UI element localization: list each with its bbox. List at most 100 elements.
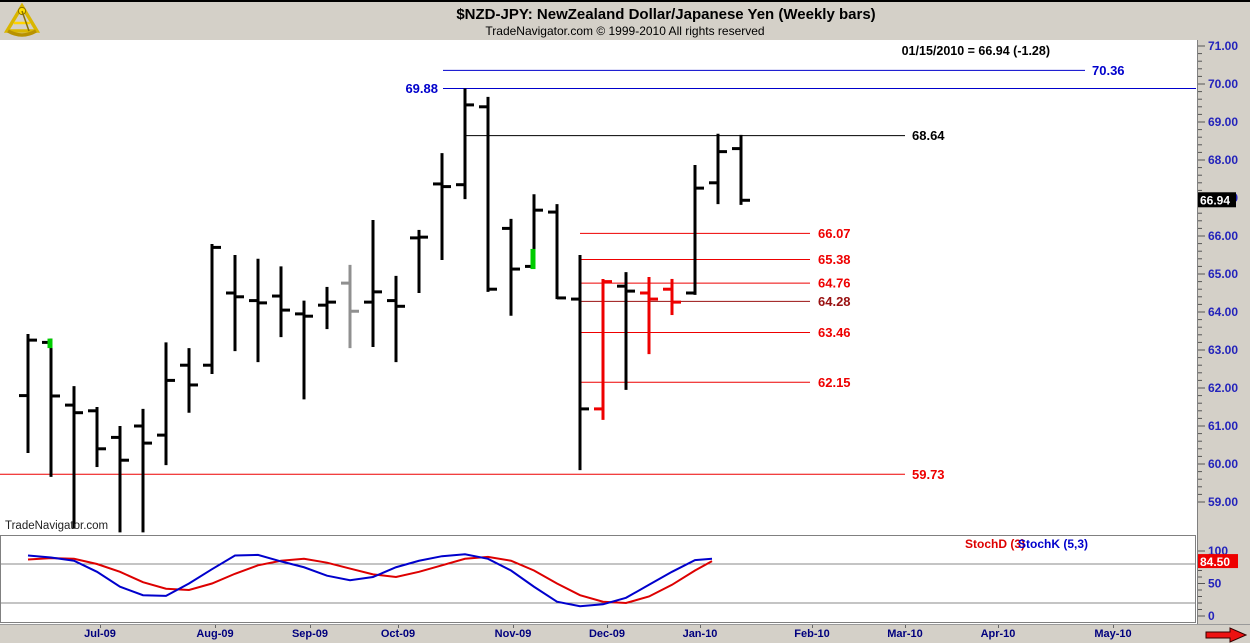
- price-bar: [548, 204, 566, 300]
- price-label: 70.00: [1208, 77, 1238, 91]
- month-label-jul-09: Jul-09: [84, 628, 116, 640]
- month-label-dec-09: Dec-09: [588, 628, 626, 640]
- price-label: 65.00: [1208, 267, 1238, 281]
- price-bar: [686, 164, 704, 295]
- stoch-k-line: [27, 553, 713, 608]
- chart-header: $NZD-JPY: NewZealand Dollar/Japanese Yen…: [0, 2, 1250, 40]
- svg-text:65.38: 65.38: [818, 252, 851, 267]
- price-chart: 70.36 69.88 68.64 66.07 65.38 64.76 64.28 63.46…: [0, 44, 1196, 623]
- price-label: 64.00: [1208, 305, 1238, 319]
- price-bar: [433, 153, 451, 260]
- price-bar: [663, 278, 681, 316]
- price-bar: [410, 229, 428, 293]
- price-label: 62.00: [1208, 381, 1238, 395]
- month-label-mar-10: Mar-10: [887, 628, 923, 640]
- svg-text:63.46: 63.46: [818, 325, 851, 340]
- svg-text:62.15: 62.15: [818, 375, 851, 390]
- page-title: $NZD-JPY: NewZealand Dollar/Japanese Yen…: [456, 6, 876, 23]
- month-label-sep-09: Sep-09: [291, 628, 329, 640]
- month-label-apr-10: Apr-10: [980, 628, 1016, 640]
- last-price-badge: [1198, 192, 1236, 208]
- price-bar: [203, 243, 221, 374]
- price-bar: [617, 272, 635, 390]
- price-bar: [479, 96, 497, 292]
- red-right-arrow-icon[interactable]: [1205, 627, 1247, 643]
- price-label: 66.00: [1208, 229, 1238, 243]
- svg-text:69.88: 69.88: [405, 81, 438, 96]
- month-tick: [398, 625, 399, 628]
- svg-text:64.28: 64.28: [818, 294, 851, 309]
- stoch-axis-label: 0: [1208, 609, 1215, 623]
- price-axis[interactable]: 71.0070.0069.0068.0067.0066.0065.0064.00…: [1198, 40, 1250, 624]
- month-label-feb-10: Feb-10: [794, 628, 830, 640]
- month-tick: [998, 625, 999, 628]
- price-label: 60.00: [1208, 457, 1238, 471]
- price-bar: [640, 277, 658, 355]
- month-tick: [607, 625, 608, 628]
- month-label-may-10: May-10: [1094, 628, 1132, 640]
- page-subtitle: TradeNavigator.com © 1999-2010 All right…: [485, 24, 765, 38]
- stoch-axis-label: 50: [1208, 577, 1222, 591]
- price-bar: [318, 286, 336, 330]
- month-label-jan-10: Jan-10: [682, 628, 718, 640]
- chart-canvas[interactable]: 70.36 69.88 68.64 66.07 65.38 64.76 64.28 63.46…: [0, 40, 1198, 624]
- price-bar: [525, 194, 543, 270]
- price-bar: [19, 334, 37, 453]
- stochastic-panel: [0, 535, 1196, 623]
- stoch-value-badge: [1198, 554, 1238, 569]
- date-axis[interactable]: Jul-09 Aug-09 Sep-09 Oct-09 Nov-09 Dec-09 Jan-…: [0, 624, 1250, 643]
- svg-text:59.73: 59.73: [912, 467, 945, 482]
- month-tick: [812, 625, 813, 628]
- svg-text:68.64: 68.64: [912, 128, 945, 143]
- price-bar: [387, 275, 405, 363]
- last-price-badge-text: 66.94: [1200, 193, 1230, 207]
- price-label: 63.00: [1208, 343, 1238, 357]
- price-bar: [180, 348, 198, 413]
- month-tick: [310, 625, 311, 628]
- price-label: 59.00: [1208, 495, 1238, 509]
- month-label-oct-09: Oct-09: [380, 628, 416, 640]
- price-bar: [111, 426, 129, 533]
- price-bar: [249, 258, 267, 363]
- price-bar: [134, 408, 152, 533]
- price-label: 61.00: [1208, 419, 1238, 433]
- svg-text:70.36: 70.36: [1092, 63, 1125, 78]
- price-bar: [295, 300, 313, 400]
- month-tick: [513, 625, 514, 628]
- quote-line: 01/15/2010 = 66.94 (-1.28): [902, 44, 1050, 58]
- watermark: TradeNavigator.com: [5, 520, 108, 532]
- price-bar: [364, 220, 382, 347]
- price-bar: [88, 407, 106, 468]
- stoch-legend-stochd: StochD (3): [965, 537, 1025, 551]
- month-tick: [700, 625, 701, 628]
- stoch-d-line: [27, 555, 713, 605]
- price-bar: [272, 266, 290, 338]
- month-tick: [905, 625, 906, 628]
- price-label: 71.00: [1208, 40, 1238, 53]
- price-bar: [42, 338, 60, 477]
- price-bar: [571, 255, 589, 471]
- month-tick: [215, 625, 216, 628]
- month-label-aug-09: Aug-09: [196, 628, 234, 640]
- stoch-legend-stochk: StochK (5,3): [1018, 537, 1088, 551]
- price-bar: [157, 342, 175, 466]
- svg-text:66.07: 66.07: [818, 226, 851, 241]
- sextant-logo-icon: [3, 3, 41, 37]
- price-bar: [732, 134, 750, 205]
- month-tick: [1113, 625, 1114, 628]
- month-tick: [100, 625, 101, 628]
- stoch-value-badge-text: 84.50: [1200, 555, 1230, 569]
- price-axis-scale: 71.0070.0069.0068.0067.0066.0065.0064.00…: [1198, 40, 1238, 623]
- price-bar: [502, 218, 520, 316]
- price-label: 69.00: [1208, 115, 1238, 129]
- price-bar: [594, 278, 612, 420]
- price-bar: [341, 264, 359, 349]
- price-bar: [456, 88, 474, 200]
- price-bar: [709, 133, 727, 205]
- price-bar: [65, 386, 83, 529]
- price-label: 68.00: [1208, 153, 1238, 167]
- month-label-nov-09: Nov-09: [494, 628, 532, 640]
- price-bar: [226, 255, 244, 352]
- svg-text:64.76: 64.76: [818, 276, 851, 291]
